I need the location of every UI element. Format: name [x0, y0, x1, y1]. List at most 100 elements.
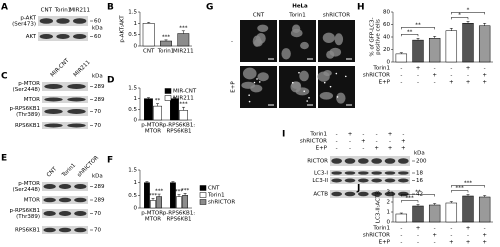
y-tick-label: 0	[134, 118, 138, 124]
condition-sign: +	[482, 73, 487, 79]
kda-label: 289	[94, 84, 105, 90]
condition-sign: -	[400, 66, 402, 72]
puncta	[308, 97, 310, 99]
condition-sign: +	[374, 146, 379, 152]
puncta	[323, 81, 326, 84]
band	[358, 191, 369, 197]
y-tick-label: 1	[134, 96, 138, 102]
condition-sign: -	[434, 226, 436, 232]
condition-label: E+P	[379, 240, 391, 246]
y-tick-label: 1	[134, 21, 138, 27]
panel-letter: A	[1, 3, 8, 13]
bar	[153, 105, 162, 121]
site-label: (Ser2448)	[13, 87, 40, 93]
panel-letter: B	[107, 3, 114, 13]
puncta	[335, 72, 338, 75]
band	[384, 158, 396, 164]
row-label: -	[231, 39, 233, 45]
bar	[144, 98, 153, 121]
x-tick-label: MTOR	[145, 129, 161, 135]
cell	[250, 84, 263, 93]
bar	[170, 98, 179, 121]
condition-sign: -	[402, 132, 404, 138]
band	[371, 191, 382, 197]
lane-label: MIR-CNT	[50, 57, 71, 78]
puncta	[258, 81, 261, 83]
x-tick-label: RPS6KB1	[166, 217, 191, 223]
condition-sign: +	[449, 240, 454, 246]
x-tick-label: Torin1	[157, 49, 175, 55]
condition-sign: +	[466, 240, 471, 246]
kda-unit: kDa	[414, 151, 425, 157]
kda-unit: kDa	[92, 174, 103, 180]
cell	[300, 41, 309, 50]
protein-label: p-MTOR	[18, 181, 40, 187]
y-tick-label: 1	[387, 210, 391, 216]
band	[44, 83, 63, 90]
y-tick-label: 3	[387, 190, 391, 196]
y-tick-label: 2	[387, 200, 391, 206]
legend-label: shRICTOR	[208, 200, 235, 206]
x-tick-label: p-MTOR:	[141, 211, 165, 217]
cell	[291, 81, 301, 89]
band	[67, 123, 86, 128]
condition-sign: -	[417, 80, 419, 86]
band	[58, 227, 72, 233]
band	[43, 210, 56, 217]
y-tick-label: 0.5	[128, 32, 137, 38]
bar	[150, 200, 156, 209]
bar	[462, 23, 474, 63]
bar	[412, 39, 424, 63]
condition-sign: -	[400, 226, 402, 232]
legend-swatch	[164, 88, 172, 94]
kda-label: 70	[94, 109, 101, 115]
condition-sign: +	[348, 132, 353, 138]
panel-letter: G	[206, 3, 213, 13]
band	[331, 171, 342, 175]
cell	[242, 67, 257, 80]
kda-label: 60	[94, 34, 101, 40]
band	[58, 210, 72, 217]
band	[331, 158, 342, 164]
protein-label: MTOR	[24, 198, 40, 204]
condition-sign: -	[362, 146, 364, 152]
blot-strip	[42, 82, 88, 91]
condition-label: E+P	[316, 146, 328, 152]
site-label: (Thr389)	[16, 214, 40, 220]
bar	[445, 202, 458, 223]
cell	[322, 32, 335, 44]
band	[331, 191, 342, 197]
cell	[292, 24, 301, 33]
legend-label: MIR211	[173, 96, 194, 102]
cell	[323, 70, 332, 77]
band	[67, 108, 86, 115]
kda-label: 289	[94, 97, 105, 103]
condition-sign: +	[482, 233, 487, 239]
condition-sign: -	[349, 146, 351, 152]
lane-label: MIR211	[73, 60, 92, 79]
bar	[156, 196, 162, 209]
band	[74, 227, 87, 233]
bar	[176, 196, 182, 209]
cell	[329, 47, 342, 57]
band	[58, 197, 72, 203]
y-axis-label: % of GFP-LC3-	[370, 17, 376, 56]
x-tick-label: CNT	[143, 49, 155, 55]
significance: ***	[181, 188, 190, 194]
condition-sign: -	[400, 80, 402, 86]
condition-sign: -	[417, 73, 419, 79]
legend-label: Torin1	[207, 193, 225, 199]
kda-label: 289	[94, 198, 105, 204]
significance: ***	[464, 181, 473, 187]
condition-sign: -	[450, 226, 452, 232]
band	[43, 197, 56, 203]
cell	[281, 48, 291, 60]
band	[358, 158, 369, 164]
band	[398, 191, 409, 197]
protein-label: RPS6KB1	[15, 228, 40, 234]
y-tick-label: 60	[383, 22, 390, 28]
band	[398, 158, 409, 164]
condition-sign: +	[449, 80, 454, 86]
y-axis-label: LC3-II:ACTB	[376, 191, 382, 223]
